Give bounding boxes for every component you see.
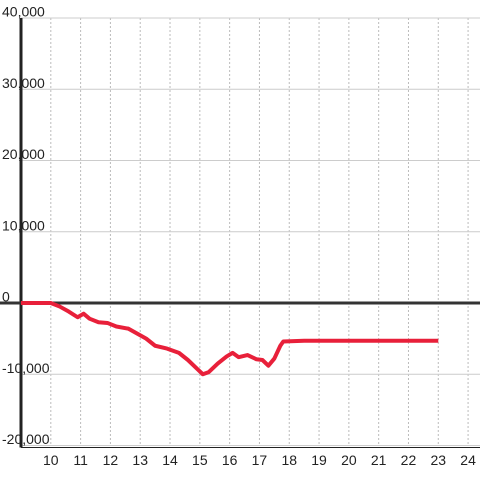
x-tick-label: 22 (401, 452, 417, 468)
line-series (21, 301, 439, 377)
y-tick-label: -20,000 (2, 431, 50, 447)
x-tick-label: 15 (192, 452, 208, 468)
x-tick-label: 17 (252, 452, 268, 468)
y-tick-label: 40,000 (2, 4, 45, 20)
x-tick-label: 23 (430, 452, 446, 468)
x-tick-label: 24 (460, 452, 476, 468)
y-tick-label: 30,000 (2, 75, 45, 91)
x-tick-label: 13 (132, 452, 148, 468)
x-tick-label: 20 (341, 452, 357, 468)
x-tick-label: 19 (311, 452, 327, 468)
y-tick-label: -10,000 (2, 360, 50, 376)
y-tick-label: 0 (2, 289, 10, 305)
x-tick-label: 18 (281, 452, 297, 468)
x-tick-label: 14 (162, 452, 178, 468)
y-tick-label: 20,000 (2, 146, 45, 162)
x-tick-label: 12 (103, 452, 119, 468)
x-tick-label: 10 (43, 452, 59, 468)
x-tick-label: 21 (371, 452, 387, 468)
x-tick-label: 11 (73, 452, 88, 468)
x-tick-label: 16 (222, 452, 238, 468)
y-tick-label: 10,000 (2, 217, 45, 233)
